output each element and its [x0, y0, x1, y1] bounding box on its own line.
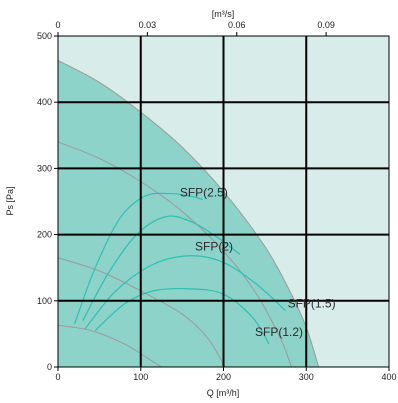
sfp-label-3: SFP(1.5) [288, 297, 336, 311]
y-tick-label: 300 [37, 163, 52, 173]
sfp-label-2: SFP(2) [195, 239, 233, 253]
y-tick-label: 0 [47, 362, 52, 372]
x2-tick-label: 0 [55, 20, 60, 30]
y-tick-label: 100 [37, 296, 52, 306]
x-tick-label: 0 [55, 372, 60, 382]
x2-axis-title: [m³/s] [212, 9, 235, 19]
x-axis-title: Q [m³/h] [207, 388, 240, 398]
x-tick-label: 400 [381, 372, 396, 382]
y-tick-label: 500 [37, 31, 52, 41]
y-axis-title: Ps [Pa] [5, 186, 15, 215]
x2-tick-label: 0.03 [139, 20, 157, 30]
y-tick-label: 200 [37, 230, 52, 240]
sfp-label-1: SFP(2.5) [180, 186, 228, 200]
x-tick-label: 200 [216, 372, 231, 382]
y-tick-label: 400 [37, 97, 52, 107]
x-tick-label: 100 [133, 372, 148, 382]
x2-tick-label: 0.06 [228, 20, 246, 30]
sfp-label-4: SFP(1.2) [255, 325, 303, 339]
x2-tick-label: 0.09 [317, 20, 335, 30]
x-tick-label: 300 [299, 372, 314, 382]
